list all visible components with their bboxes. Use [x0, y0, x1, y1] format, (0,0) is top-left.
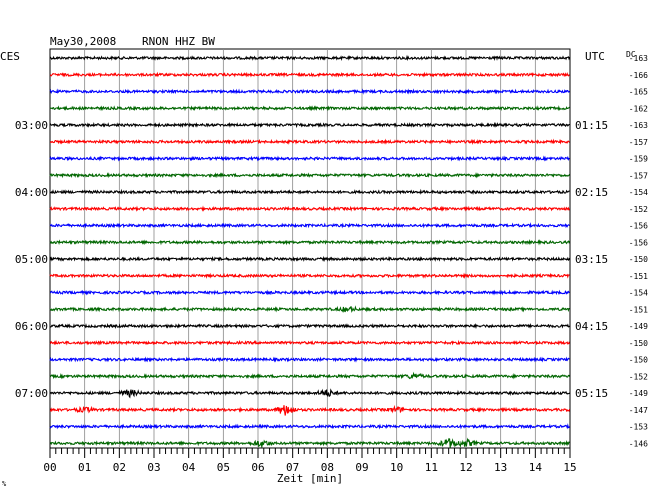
x-tick-label: 07 — [286, 461, 299, 474]
dc-offset-label: -146 — [629, 439, 648, 448]
local-time-label: 06:00 — [15, 320, 48, 333]
x-tick-label: 03 — [147, 461, 160, 474]
dc-offset-label: -159 — [629, 155, 648, 164]
x-tick-label: 01 — [78, 461, 91, 474]
trace-6 — [49, 138, 570, 145]
corner-mark: % — [2, 480, 7, 488]
x-tick-label: 13 — [494, 461, 507, 474]
chart-date: May30,2008 — [50, 35, 116, 48]
dc-offset-label: -150 — [629, 255, 648, 264]
dc-offset-label: -150 — [629, 356, 648, 365]
dc-offset-label: -163 — [629, 54, 648, 63]
trace-3 — [49, 88, 571, 95]
trace-5 — [49, 121, 570, 129]
x-tick-label: 00 — [43, 461, 56, 474]
utc-time-label: 02:15 — [575, 186, 608, 199]
trace-18 — [49, 339, 571, 346]
dc-offset-label: -151 — [629, 305, 648, 314]
x-tick-label: 05 — [217, 461, 230, 474]
x-tick-label: 09 — [355, 461, 368, 474]
dc-offset-label: -154 — [629, 188, 648, 197]
trace-12 — [49, 239, 571, 246]
x-tick-label: 11 — [425, 461, 438, 474]
x-tick-label: 04 — [182, 461, 196, 474]
dc-offset-label: -156 — [629, 222, 648, 231]
trace-19 — [49, 356, 570, 363]
dc-offset-label: -153 — [629, 423, 648, 432]
dc-offset-label: -156 — [629, 238, 648, 247]
dc-offset-label: -147 — [629, 406, 648, 415]
local-zone-label: CES — [0, 50, 20, 63]
dc-offset-label: -149 — [629, 389, 648, 398]
x-tick-label: 10 — [390, 461, 403, 474]
x-tick-label: 06 — [251, 461, 264, 474]
x-axis-label: Zeit [min] — [277, 472, 343, 485]
dc-offset-label: -165 — [629, 88, 648, 97]
x-tick-label: 12 — [459, 461, 472, 474]
trace-4 — [49, 105, 570, 112]
trace-14 — [49, 272, 570, 279]
dc-offset-label: -157 — [629, 138, 648, 147]
x-tick-label: 15 — [563, 461, 576, 474]
trace-24 — [49, 437, 570, 448]
trace-23 — [49, 423, 571, 430]
trace-11 — [49, 222, 570, 229]
utc-time-label: 03:15 — [575, 253, 608, 266]
dc-offset-label: -152 — [629, 372, 648, 381]
dc-offset-label: -157 — [629, 171, 648, 180]
trace-20 — [49, 371, 571, 380]
dc-offset-label: -154 — [629, 289, 648, 298]
trace-13 — [49, 255, 571, 263]
dc-offset-label: -163 — [629, 121, 648, 130]
trace-17 — [49, 322, 570, 330]
trace-8 — [49, 171, 571, 179]
dc-offset-label: -166 — [629, 71, 648, 80]
trace-15 — [49, 289, 570, 296]
utc-time-label: 04:15 — [575, 320, 608, 333]
x-tick-label: 14 — [529, 461, 543, 474]
local-time-label: 07:00 — [15, 387, 48, 400]
utc-time-label: 01:15 — [575, 119, 608, 132]
dc-offset-label: -162 — [629, 104, 648, 113]
trace-2 — [49, 71, 570, 78]
dc-offset-label: -150 — [629, 339, 648, 348]
dc-offset-label: -152 — [629, 205, 648, 214]
x-tick-label: 08 — [321, 461, 334, 474]
local-time-label: 03:00 — [15, 119, 48, 132]
trace-7 — [49, 155, 570, 162]
local-time-label: 05:00 — [15, 253, 48, 266]
trace-1 — [49, 54, 571, 62]
dc-offset-label: -151 — [629, 272, 648, 281]
x-tick-label: 02 — [113, 461, 126, 474]
local-time-label: 04:00 — [15, 186, 48, 199]
trace-22 — [49, 404, 571, 416]
trace-9 — [49, 188, 570, 195]
dc-offset-label: -149 — [629, 322, 648, 331]
utc-zone-label: UTC — [585, 50, 605, 63]
trace-10 — [49, 205, 571, 212]
chart-station: RNON HHZ BW — [142, 35, 215, 48]
trace-16 — [49, 305, 570, 313]
trace-21 — [49, 388, 570, 399]
dc-header-label: DC — [626, 50, 636, 59]
utc-time-label: 05:15 — [575, 387, 608, 400]
